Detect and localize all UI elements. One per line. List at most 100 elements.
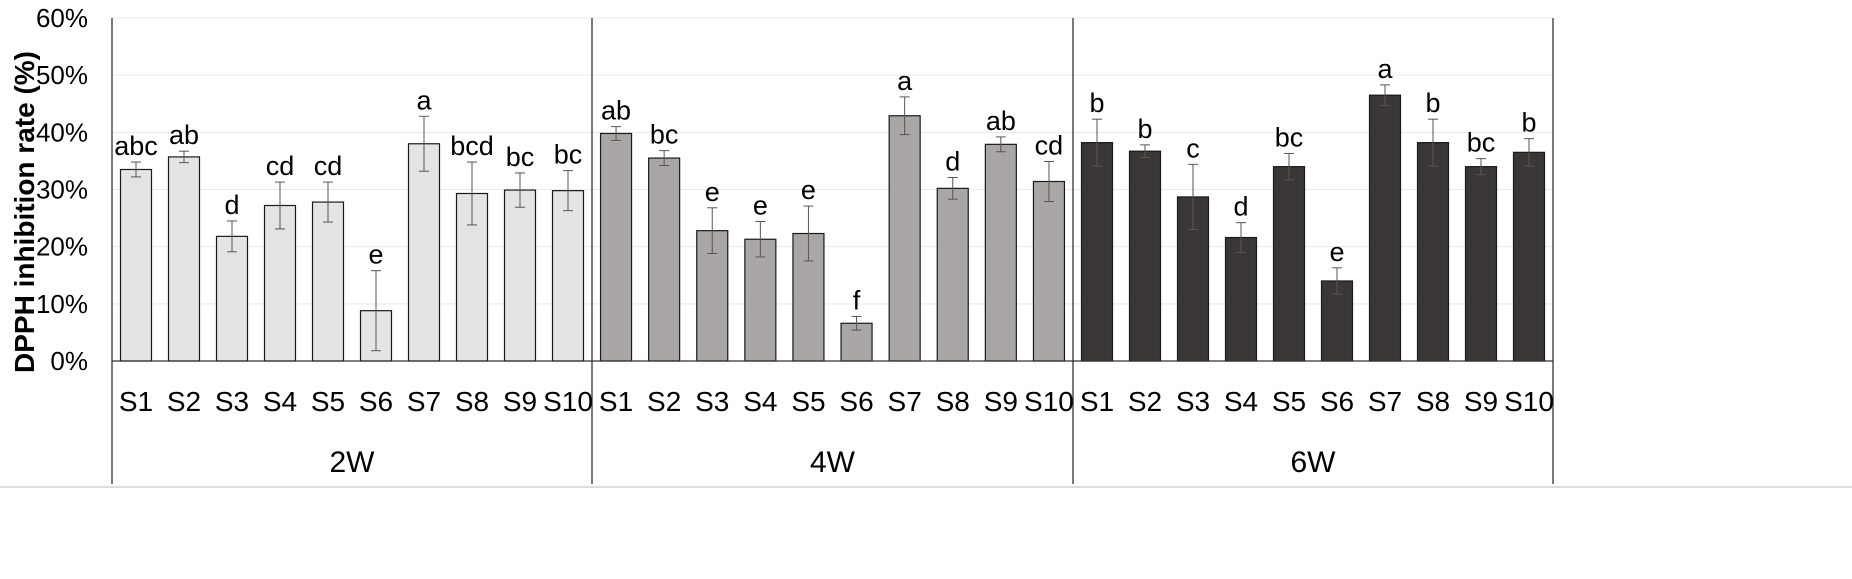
- y-tick-label: 0%: [50, 346, 88, 376]
- error-bar: [755, 221, 766, 258]
- bar-2W-S2: [167, 156, 201, 362]
- error-bar: [1092, 118, 1102, 167]
- error-bar: [275, 181, 285, 230]
- significance-label: d: [1233, 192, 1248, 222]
- significance-label: e: [368, 240, 383, 270]
- bar-6W-S9: [1464, 166, 1498, 362]
- significance-label: cd: [266, 151, 295, 181]
- significance-label: a: [1377, 54, 1393, 84]
- significance-label: bc: [1467, 128, 1496, 158]
- significance-label: e: [801, 175, 816, 205]
- x-category-label: S10: [543, 386, 593, 417]
- x-category-label: S1: [1080, 386, 1114, 417]
- y-tick-label: 60%: [36, 3, 88, 33]
- x-category-label: S5: [311, 386, 345, 417]
- x-category-label: S6: [359, 386, 393, 417]
- error-bar: [515, 172, 525, 208]
- significance-label: bc: [554, 140, 583, 170]
- x-category-label: S1: [599, 386, 633, 417]
- x-category-label: S10: [1504, 386, 1554, 417]
- bar-4W-S1: [599, 132, 633, 362]
- significance-label: bc: [1275, 122, 1304, 152]
- y-tick-labels: 0% 10% 20% 30% 40% 50% 60%: [36, 3, 88, 376]
- significance-label: b: [1425, 88, 1440, 118]
- x-category-label: S9: [503, 386, 537, 417]
- error-bar: [707, 207, 718, 255]
- significance-label: a: [897, 66, 913, 96]
- bar-4W-S4: [744, 238, 777, 362]
- bar-2W-S10: [551, 190, 585, 362]
- error-bar: [1476, 158, 1486, 176]
- significance-label: f: [853, 285, 861, 315]
- error-bar: [659, 150, 670, 166]
- bar-4W-S10: [1032, 180, 1066, 362]
- x-category-label: S6: [839, 386, 873, 417]
- x-category-label: S1: [119, 386, 153, 417]
- error-bar: [467, 161, 477, 226]
- x-category-label: S8: [936, 386, 970, 417]
- error-bar: [323, 181, 333, 223]
- significance-label: b: [1089, 88, 1104, 118]
- bar-6W-S10: [1512, 151, 1546, 362]
- bar-2W-S3: [215, 235, 249, 362]
- significance-label: ab: [601, 96, 631, 126]
- significance-label: abc: [114, 131, 158, 161]
- bar-6W-S5: [1272, 166, 1306, 362]
- bar-2W-S1: [119, 168, 153, 362]
- group-label-6W: 6W: [1291, 446, 1337, 479]
- x-category-labels: S1 S2 S3 S4 S5 S6 S7 S8 S9 S10 S1 S2 S3 S4 S5 S6 S7 S8 S9 S…: [119, 386, 1554, 417]
- x-category-label: S4: [263, 386, 297, 417]
- error-bar: [563, 170, 573, 212]
- significance-label: ab: [169, 120, 199, 150]
- x-category-label: S2: [647, 386, 681, 417]
- bar-6W-S1: [1080, 142, 1114, 362]
- significance-label: bc: [650, 120, 679, 150]
- error-bar: [1043, 160, 1054, 203]
- error-bar: [131, 161, 141, 178]
- x-category-label: S8: [455, 386, 489, 417]
- error-bar: [1140, 144, 1150, 158]
- x-category-label: S9: [984, 386, 1018, 417]
- error-bar: [419, 115, 429, 172]
- x-category-label: S4: [743, 386, 777, 417]
- significance-label: bc: [506, 142, 535, 172]
- group-label-2W: 2W: [330, 446, 376, 479]
- significance-label: e: [753, 191, 768, 221]
- y-tick-label: 20%: [36, 232, 88, 262]
- bar-4W-S8: [936, 187, 969, 362]
- bar-6W-S2: [1128, 150, 1162, 362]
- x-category-label: S5: [791, 386, 825, 417]
- x-category-label: S10: [1024, 386, 1074, 417]
- error-bar: [1332, 267, 1342, 295]
- bar-2W-S5: [311, 201, 345, 362]
- bar-2W-S4: [263, 204, 297, 362]
- error-bar: [1380, 84, 1390, 106]
- group-labels: 2W 4W 6W: [330, 446, 1337, 479]
- x-category-label: S2: [167, 386, 201, 417]
- bar-2W-S7: [407, 143, 441, 362]
- x-category-label: S4: [1224, 386, 1258, 417]
- error-bar: [1284, 152, 1294, 181]
- bar-6W-S8: [1416, 142, 1450, 362]
- axes: [0, 18, 1852, 488]
- x-category-label: S7: [407, 386, 441, 417]
- significance-label: c: [1186, 133, 1200, 163]
- error-bar: [1236, 222, 1246, 253]
- significance-label: cd: [1035, 130, 1064, 160]
- x-category-label: S6: [1320, 386, 1354, 417]
- x-category-label: S3: [1176, 386, 1210, 417]
- y-tick-label: 10%: [36, 289, 88, 319]
- bar-2W-S9: [503, 189, 537, 362]
- significance-label: a: [416, 85, 432, 115]
- significance-label: ab: [986, 106, 1016, 136]
- error-bar: [899, 96, 910, 136]
- y-tick-label: 40%: [36, 117, 88, 147]
- significance-label: d: [224, 190, 239, 220]
- y-tick-label: 50%: [36, 60, 88, 90]
- significance-label: d: [945, 146, 960, 176]
- error-bar: [803, 205, 814, 262]
- error-bar: [851, 315, 862, 331]
